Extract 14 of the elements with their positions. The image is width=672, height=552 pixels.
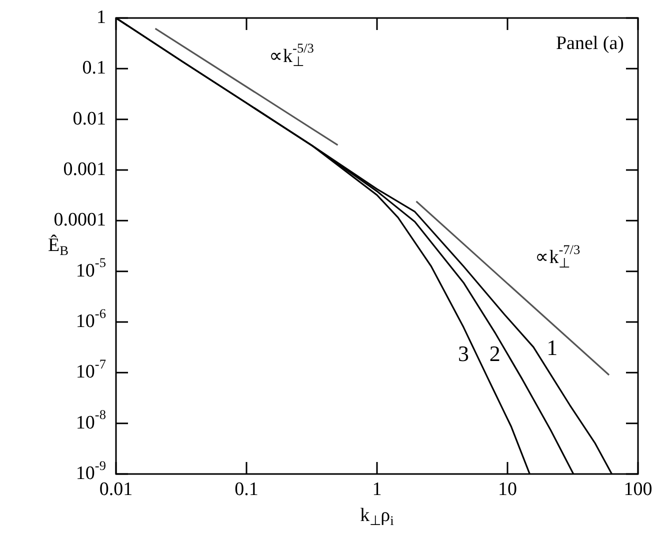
annotation: Panel (a) bbox=[556, 32, 624, 54]
y-tick-label: 0.001 bbox=[63, 158, 106, 180]
x-tick-label: 0.01 bbox=[99, 478, 133, 500]
x-tick-label: 100 bbox=[624, 478, 652, 500]
x-tick-label: 0.1 bbox=[234, 478, 258, 500]
series-label: 1 bbox=[546, 335, 558, 360]
y-tick-label: 0.01 bbox=[72, 108, 106, 130]
y-tick-label: 0.0001 bbox=[54, 210, 106, 231]
x-tick-label: 10 bbox=[498, 478, 517, 500]
y-tick-label: 0.1 bbox=[82, 58, 106, 79]
series-label: 3 bbox=[458, 341, 469, 366]
y-tick-label: 1 bbox=[96, 6, 106, 28]
series-label: 2 bbox=[489, 341, 500, 366]
x-tick-label: 1 bbox=[372, 478, 382, 500]
